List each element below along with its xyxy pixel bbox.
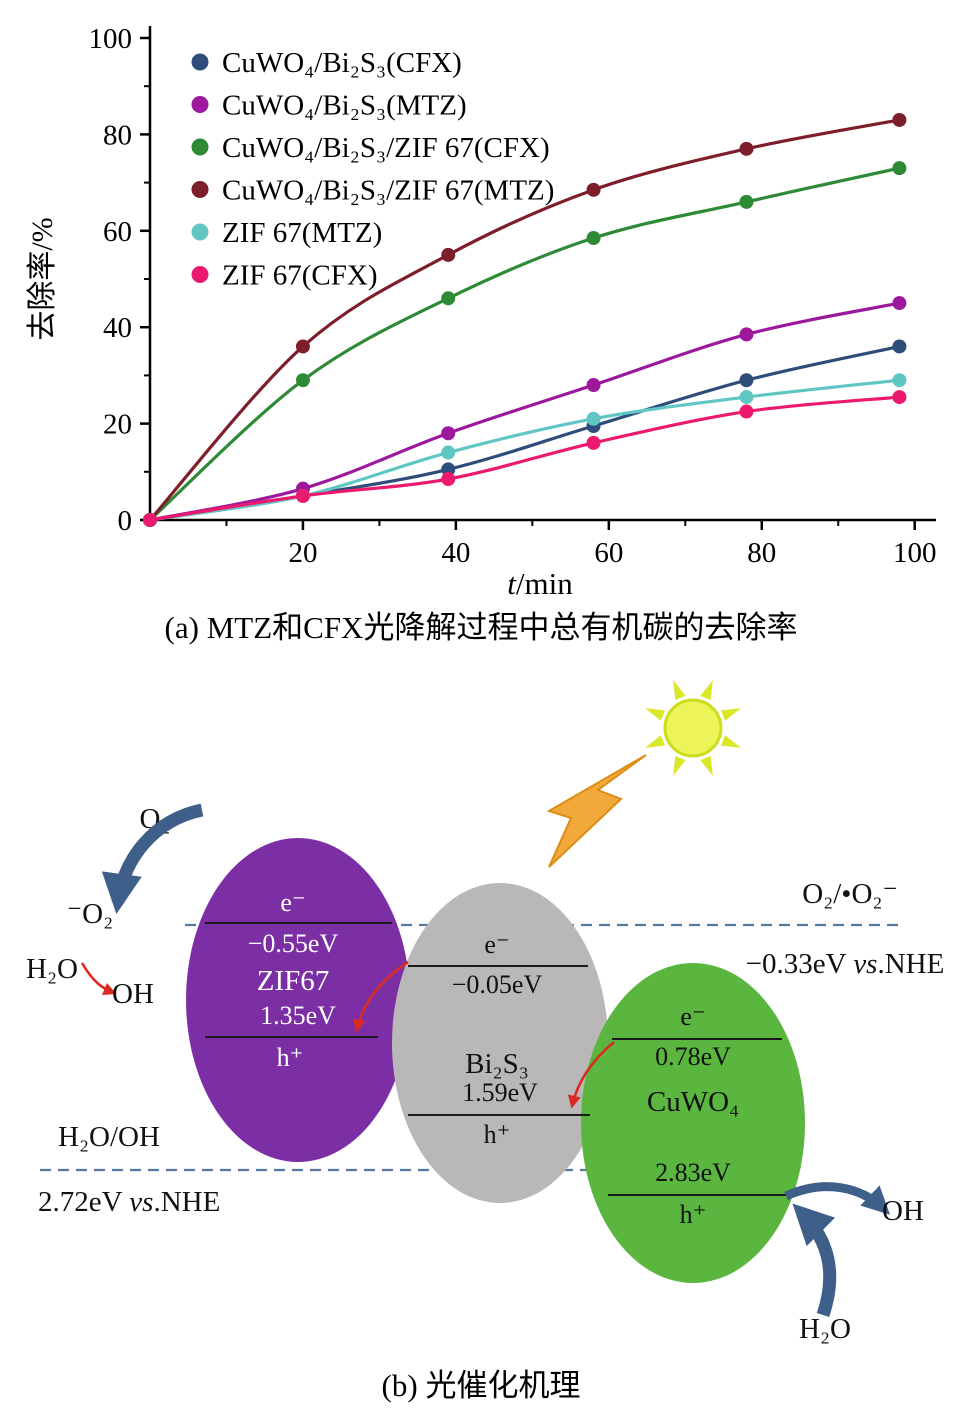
data-point [295,488,310,503]
y-tick-label: 60 [103,216,132,248]
data-point [739,373,754,388]
cuwo4-vb-ev: 2.83eV [655,1158,731,1187]
x-axis-label: t/min [507,566,573,600]
data-point [586,378,601,393]
legend-label: CuWO₄/Bi₂S₃(CFX) [222,47,462,79]
x-tick-label: 20 [288,537,317,569]
y-tick-label: 40 [103,312,132,344]
zif67-vb-ev: 1.35eV [260,1001,336,1030]
y-tick-label: 80 [103,119,132,151]
data-point [739,404,754,419]
nhe-bottom-potential: 2.72eV vs.NHE [38,1186,220,1218]
cuwo4-ellipse [581,963,805,1284]
legend-label: ZIF 67(CFX) [222,260,377,292]
caption-a: (a) MTZ和CFX光降解过程中总有机碳的去除率 [164,610,798,645]
y-tick-label: 100 [89,23,133,55]
electron-transfer-arrow-cuwo4-to-bi2s3 [567,1041,615,1109]
x-tick-label: 80 [747,537,776,569]
legend-swatch [191,181,209,198]
legend-swatch [191,223,209,241]
zif67-cb-ev: −0.55eV [248,929,339,958]
data-point [586,435,601,450]
data-point [892,373,907,388]
sun-icon [645,680,741,777]
zif67-hole: h⁺ [277,1043,304,1072]
data-point [739,194,754,209]
electron-transfer-arrow-bi2s3-to-zif67 [352,961,409,1033]
series-line [149,301,900,522]
oh-right-label: OH [882,1195,924,1227]
oh-generation-arrow [784,1182,891,1215]
legend-swatch [191,266,209,283]
legend-label: CuWO₄/Bi₂S₃(MTZ) [222,90,467,122]
data-point [441,472,456,487]
h2o-left-label: H₂O [26,953,78,985]
x-tick-label: 40 [441,537,470,569]
bi2s3-ellipse [392,883,608,1204]
y-tick-label: 20 [103,409,132,441]
cuwo4-cb-ev: 0.78eV [655,1042,731,1071]
data-point [739,390,754,405]
cuwo4-label: CuWO₄ [647,1086,739,1118]
legend-swatch [191,96,209,113]
data-point [441,462,456,477]
data-point [441,445,456,460]
nhe-bottom-couple: H₂O/OH [58,1121,160,1153]
data-point [586,411,601,426]
x-tick-label: 100 [893,537,937,569]
series-line [148,118,900,522]
legend-label: CuWO₄/Bi₂S₃/ZIF 67(MTZ) [222,175,554,207]
x-tick-label: 60 [594,537,623,569]
h2o-right-label: H₂O [799,1313,851,1345]
bi2s3-label: Bi₂S₃ [465,1048,529,1080]
data-point [892,390,907,405]
data-point [892,161,907,176]
caption-b: (b) 光催化机理 [381,1368,581,1404]
bi2s3-cb-ev: −0.05eV [452,970,543,999]
data-point [295,373,310,388]
data-point [892,339,907,354]
cuwo4-hole: h⁺ [680,1200,707,1229]
legend-swatch [191,53,209,71]
data-point [295,339,310,354]
h2o-oxidation-arrow [792,1203,837,1318]
bi2s3-electron: e⁻ [484,930,509,959]
data-point [892,296,907,311]
h2o-to-oh-arrow [80,962,117,996]
superoxide-label: ⁻O₂ [67,898,113,930]
data-point [441,291,456,306]
data-point [441,426,456,441]
cuwo4-electron: e⁻ [680,1002,705,1031]
oh-left-label: OH [112,978,154,1010]
zif67-ellipse [186,838,410,1163]
mechanism-diagram: e⁻ −0.55eV ZIF67 1.35eV h⁺ e⁻ −0.05eV Bi… [26,680,945,1345]
toc-removal-chart: 去除率/% 0 20 40 60 80 100 20 40 60 80 100 CuWO₄/Bi₂S… [26,23,937,601]
data-point [892,112,907,127]
data-point [143,513,157,527]
data-point [739,141,754,156]
series-line [148,166,900,522]
nhe-top-potential: −0.33eV vs.NHE [746,948,945,980]
series-line [149,395,900,522]
plot-area: 0 20 40 60 80 100 20 40 60 80 100 [89,23,937,569]
data-point [739,327,754,342]
zif67-label: ZIF67 [257,965,330,997]
bi2s3-hole: h⁺ [484,1120,511,1149]
nhe-top-couple: O₂/•O₂⁻ [802,878,898,910]
y-tick-label: 0 [118,505,133,537]
legend-label: CuWO₄/Bi₂S₃/ZIF 67(CFX) [222,132,550,164]
zif67-electron: e⁻ [280,888,305,917]
data-point [586,231,601,246]
legend-label: ZIF 67(MTZ) [222,217,382,249]
data-point [441,247,456,262]
data-point [586,182,601,197]
bi2s3-vb-ev: 1.59eV [462,1078,538,1107]
lightning-icon [546,754,647,868]
legend-swatch [191,138,209,156]
chart-legend: CuWO₄/Bi₂S₃(CFX) CuWO₄/Bi₂S₃(MTZ) CuWO₄/Bi… [191,47,554,292]
o2-reduction-arrow [101,803,204,915]
y-axis-label: 去除率/% [26,217,59,340]
